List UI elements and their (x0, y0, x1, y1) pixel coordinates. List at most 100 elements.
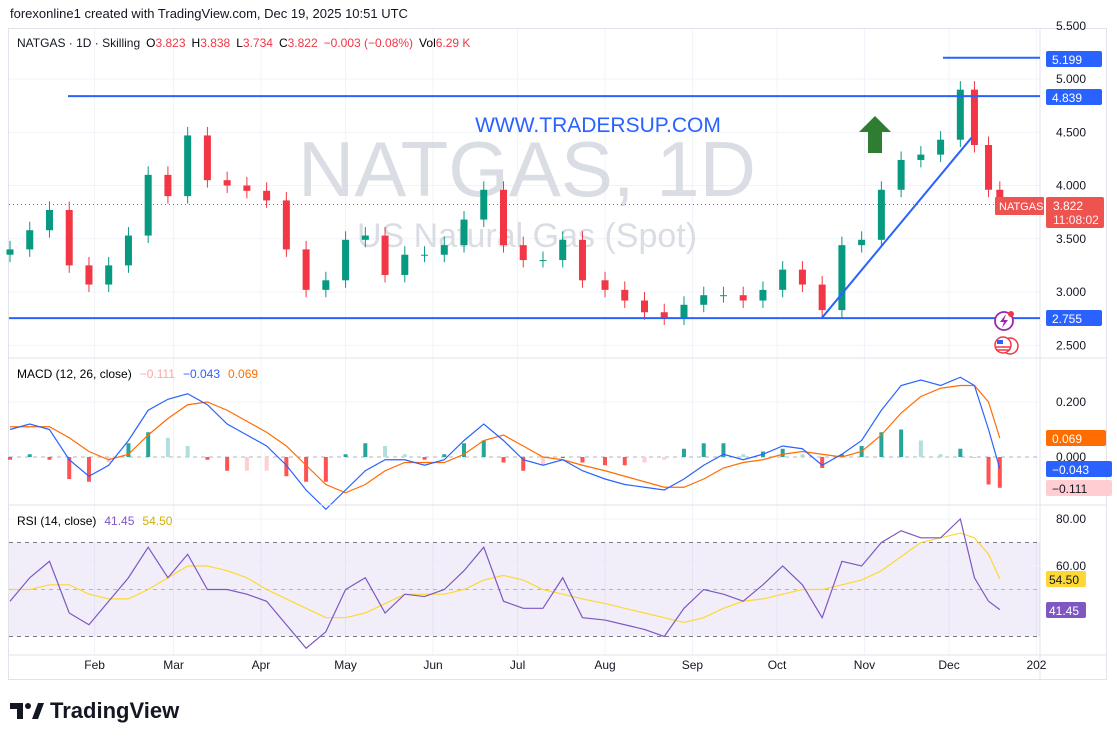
macd-histogram-bar (304, 457, 309, 482)
candle-body (223, 180, 231, 186)
histogram-value-label: −0.111 (1046, 480, 1112, 496)
price-tick-label: 2.500 (1056, 338, 1086, 352)
candle-body (144, 174, 152, 236)
drawings (9, 56, 1040, 320)
candle-body (700, 295, 708, 305)
macd-line (9, 376, 1001, 511)
candle-body (858, 239, 866, 246)
macd-histogram-bar (323, 457, 328, 482)
svg-text:0.069: 0.069 (1052, 432, 1082, 446)
chart-frame (8, 28, 1107, 680)
rsi-value-label: 41.45 (1046, 602, 1086, 618)
macd-histogram-bar (986, 457, 991, 485)
rsi-line (9, 517, 1001, 650)
macd-tick-label: 0.000 (1056, 450, 1086, 464)
candle-body (985, 145, 993, 190)
candle-body (342, 239, 350, 281)
rsi-legend: RSI (14, close) 41.45 54.50 (17, 514, 173, 528)
candle-body (818, 284, 826, 311)
time-tick-label: Dec (938, 658, 959, 672)
candle-body (897, 159, 905, 190)
us-flag-economic-event-icon[interactable] (994, 336, 1019, 355)
candle-body (124, 235, 132, 266)
label-top-line: 5.199 (1046, 51, 1102, 67)
signal-value-label: 0.069 (1046, 430, 1106, 446)
tradersup-annotation[interactable]: WWW.TRADERSUP.COM (475, 114, 721, 137)
svg-text:−0.111: −0.111 (1052, 482, 1088, 496)
macd-histogram-bar (86, 457, 91, 482)
candle-body (956, 89, 964, 140)
candle-body (85, 265, 93, 285)
macd-histogram-bar (780, 448, 785, 457)
macd-histogram-bar (662, 457, 667, 460)
macd-histogram-bar (8, 457, 12, 460)
candle-body (500, 189, 507, 246)
price-tick-label: 4.000 (1056, 179, 1086, 193)
candle-body (937, 139, 945, 155)
macd-histogram-bar (938, 454, 943, 457)
time-tick-label: Jun (423, 658, 442, 672)
macd-histogram-bar (343, 454, 348, 457)
price-tick-label: 5.500 (1056, 19, 1086, 33)
macd-histogram-bar (462, 443, 467, 457)
candle-body (243, 185, 251, 191)
macd-histogram-bar (972, 457, 977, 458)
macd-histogram-bar (958, 448, 963, 457)
price-tick-label: 5.000 (1056, 72, 1086, 86)
macd-histogram-bar (918, 440, 923, 457)
macd-signal-line (10, 384, 1001, 494)
candle-body (105, 265, 113, 285)
time-tick-label: Jul (510, 658, 525, 672)
candle-body (45, 209, 53, 231)
candle-body (559, 239, 567, 261)
candle-body (970, 89, 978, 146)
time-tick-label: Feb (84, 658, 105, 672)
macd-histogram-bar (540, 457, 545, 466)
rsi-pane (9, 517, 1040, 650)
candle-body (361, 235, 369, 240)
macd-histogram-bar (820, 457, 825, 468)
candle-body (917, 154, 925, 160)
watermark-subtitle: US Natural Gas (Spot) (357, 217, 697, 255)
macd-histogram-bar (721, 443, 726, 457)
lightning-event-icon[interactable] (994, 311, 1014, 331)
macd-histogram-bar (422, 457, 427, 460)
footer-brand-text: TradingView (50, 698, 180, 723)
svg-text:11:08:02: 11:08:02 (1053, 213, 1099, 227)
candle-body (759, 289, 767, 301)
axes: 5.500 5.000 4.500 4.000 3.500 3.000 2.500 Feb Ma… (84, 19, 1086, 672)
candle-body (621, 289, 629, 301)
macd-histogram-bar (165, 437, 170, 457)
up-arrow-icon[interactable] (859, 116, 891, 153)
macd-histogram-bar (603, 457, 608, 466)
label-support-line: 2.755 (1046, 310, 1102, 326)
macd-histogram-bar (205, 457, 210, 460)
candle-body (381, 235, 389, 275)
price-legend: NATGAS · 1D · Skilling O3.823 H3.838 L3.734… (17, 36, 470, 50)
time-tick-label: Nov (854, 658, 875, 672)
svg-text:41.45: 41.45 (1049, 604, 1079, 618)
candle-body (601, 280, 609, 290)
candle-body (263, 190, 271, 201)
macd-histogram-bar (997, 457, 1002, 488)
macd-histogram-bar (442, 454, 447, 457)
macd-histogram-bar (560, 457, 565, 458)
symbol-tag: NATGAS (995, 197, 1044, 215)
candle-body (519, 245, 527, 261)
macd-histogram-bar (185, 446, 190, 457)
candle-body (641, 300, 648, 313)
svg-text:2.755: 2.755 (1052, 312, 1082, 326)
macd-histogram-bar (839, 454, 844, 457)
rsi-tick-label: 80.00 (1056, 512, 1086, 526)
time-tick-label: Mar (163, 658, 184, 672)
time-tick-label: 202 (1026, 658, 1046, 672)
svg-text:4.839: 4.839 (1052, 91, 1082, 105)
macd-histogram-bar (264, 457, 269, 471)
grid (9, 29, 1041, 680)
trendline[interactable] (821, 136, 973, 319)
candle-body (26, 230, 34, 250)
svg-text:NATGAS: NATGAS (999, 201, 1043, 213)
time-tick-label: Oct (768, 658, 787, 672)
footer-brand[interactable]: TradingView (10, 698, 179, 724)
